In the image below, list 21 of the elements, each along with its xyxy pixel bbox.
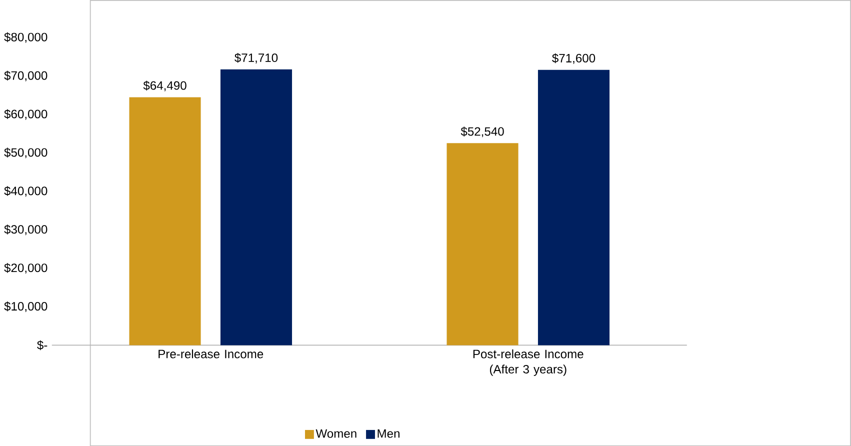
y-tick-label: $40,000	[4, 186, 48, 196]
data-label: $71,600	[552, 53, 596, 64]
y-tick-label: $30,000	[4, 224, 48, 235]
y-tick-label: $20,000	[4, 262, 48, 274]
y-tick-label: $70,000	[4, 70, 48, 82]
y-tick-label: $50,000	[4, 148, 48, 158]
y-tick-label: $-	[37, 340, 48, 350]
data-label: $71,710	[234, 52, 278, 64]
y-tick-label: $10,000	[4, 301, 48, 312]
bar	[129, 97, 201, 346]
data-label: $52,540	[460, 126, 504, 138]
y-tick-label: $60,000	[4, 109, 48, 120]
x-tick-label: Post-release Income (After 3 years)	[473, 349, 584, 376]
bar	[446, 143, 518, 346]
x-tick-label: Pre-release Income	[158, 349, 264, 358]
y-tick-label: $80,000	[4, 32, 48, 43]
legend-label: Women	[316, 429, 356, 438]
legend-label: Men	[378, 429, 400, 438]
bar	[538, 70, 610, 346]
data-label: $64,490	[143, 80, 186, 92]
bar	[220, 69, 292, 346]
